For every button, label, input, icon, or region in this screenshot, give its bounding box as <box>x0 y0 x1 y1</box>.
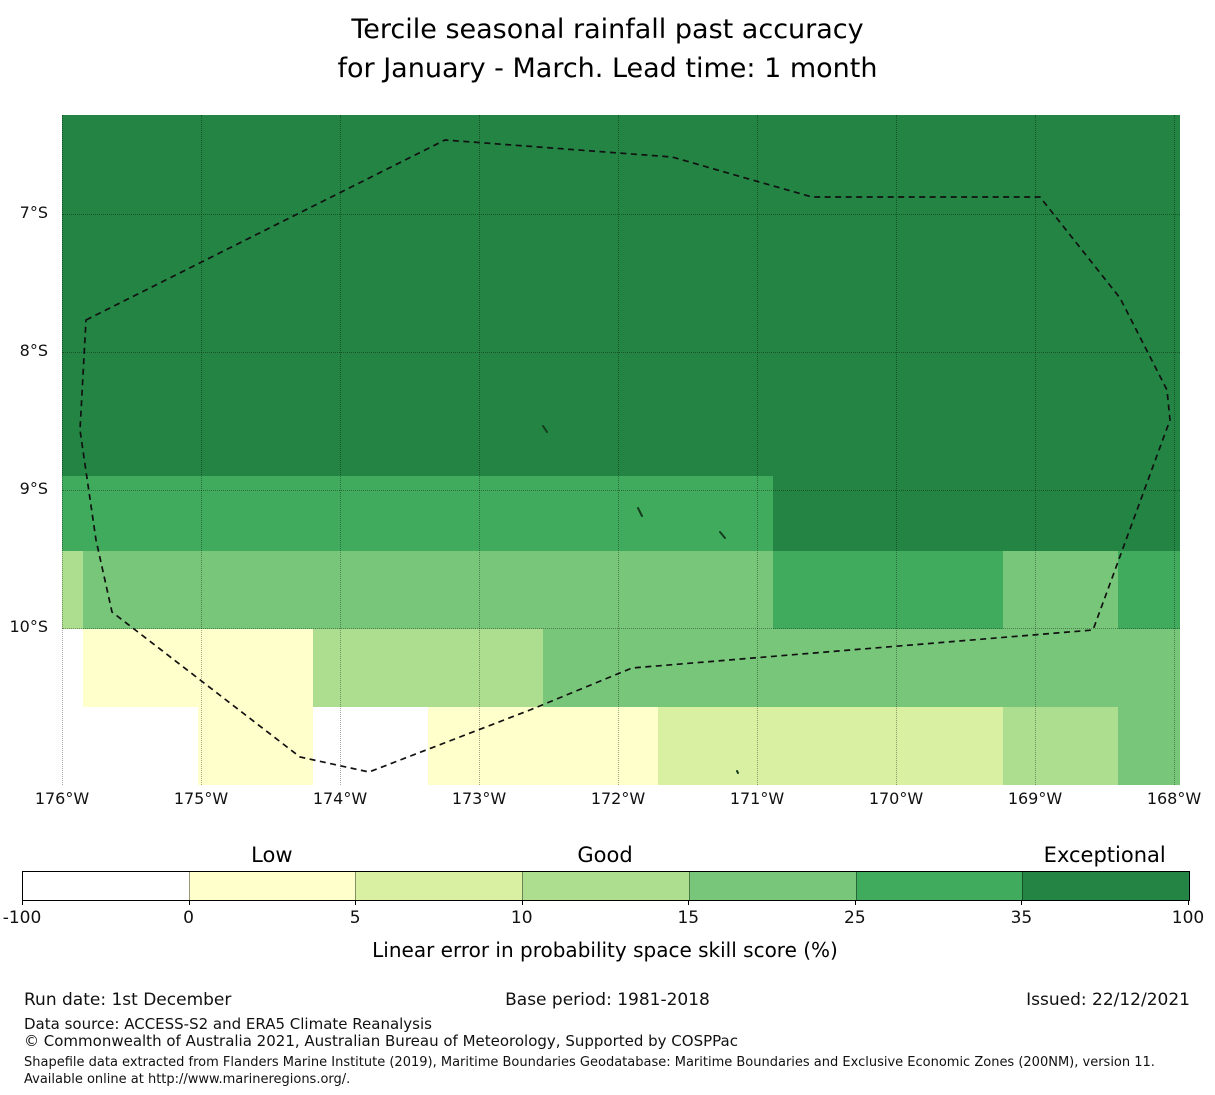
colorbar-tick-label: 0 <box>183 908 194 928</box>
issued-date-text: Issued: 22/12/2021 <box>1026 990 1190 1010</box>
map-cell <box>543 629 1180 707</box>
x-tick-label: 171°W <box>729 789 785 808</box>
map-cell <box>62 476 773 551</box>
colorbar-segment <box>355 872 523 900</box>
colorbar-segment <box>23 872 189 900</box>
eez-dashed-boundary <box>79 139 1171 773</box>
map-cell <box>83 629 313 707</box>
map-cell <box>83 551 773 629</box>
y-axis-tick-labels: 7°S 8°S 9°S 10°S <box>0 115 54 785</box>
longitude-gridline <box>201 115 202 785</box>
colorbar-category-label: Exceptional <box>1043 843 1166 867</box>
longitude-gridline <box>1174 115 1175 785</box>
longitude-gridline <box>340 115 341 785</box>
y-tick-label: 7°S <box>19 203 48 222</box>
colorbar-tick-mark <box>22 900 23 905</box>
map-cell <box>62 551 83 629</box>
longitude-gridline <box>1035 115 1036 785</box>
colorbar-segment <box>855 872 1023 900</box>
colorbar <box>22 871 1190 901</box>
x-tick-label: 174°W <box>312 789 368 808</box>
colorbar-tick-label: 10 <box>510 908 533 928</box>
colorbar-tick-label: -100 <box>2 908 42 928</box>
x-tick-label: 169°W <box>1007 789 1063 808</box>
colorbar-category-label: Good <box>577 843 633 867</box>
latitude-gridline <box>62 214 1180 215</box>
map-cell <box>773 551 1003 629</box>
map-cell <box>313 629 543 707</box>
colorbar-tick-mark <box>1188 900 1189 905</box>
island-mark <box>736 770 739 774</box>
x-tick-label: 176°W <box>34 789 90 808</box>
island-mark <box>719 531 726 539</box>
colorbar-tick-mark <box>1021 900 1023 905</box>
map-plot <box>62 115 1180 785</box>
y-tick-label: 9°S <box>19 479 48 498</box>
footer-primary-line: Run date: 1st December Base period: 1981… <box>0 990 1215 1012</box>
map-cell <box>428 707 658 785</box>
island-mark <box>637 507 643 517</box>
colorbar-tick-label: 100 <box>1171 908 1205 928</box>
latitude-gridline <box>62 352 1180 353</box>
map-cell <box>658 707 1003 785</box>
longitude-gridline <box>618 115 619 785</box>
y-tick-label: 10°S <box>9 617 48 636</box>
colorbar-axis-label: Linear error in probability space skill … <box>372 938 838 962</box>
x-tick-label: 168°W <box>1146 789 1202 808</box>
y-tick-label: 8°S <box>19 341 48 360</box>
x-tick-label: 170°W <box>868 789 924 808</box>
base-period-text: Base period: 1981-2018 <box>505 990 710 1010</box>
longitude-gridline <box>757 115 758 785</box>
colorbar-segment <box>688 872 856 900</box>
data-source-text: Data source: ACCESS-S2 and ERA5 Climate … <box>24 1015 432 1033</box>
x-axis-tick-labels: 176°W 175°W 174°W 173°W 172°W 171°W 170°W 169°W… <box>35 789 1201 811</box>
longitude-gridline <box>479 115 480 785</box>
x-tick-label: 172°W <box>590 789 646 808</box>
colorbar-tick-mark <box>688 900 690 905</box>
map-cell <box>1003 707 1118 785</box>
colorbar-category-label: Low <box>251 843 293 867</box>
colorbar-segment <box>188 872 356 900</box>
colorbar-tick-mark <box>188 900 190 905</box>
x-tick-label: 173°W <box>451 789 507 808</box>
run-date-text: Run date: 1st December <box>24 990 232 1010</box>
map-cell <box>1118 707 1180 785</box>
shapefile-note-text: Shapefile data extracted from Flanders M… <box>24 1055 1155 1087</box>
longitude-gridline <box>62 115 63 785</box>
longitude-gridline <box>896 115 897 785</box>
latitude-gridline <box>62 490 1180 491</box>
colorbar-tick-label: 25 <box>844 908 866 928</box>
chart-title-line2: for January - March. Lead time: 1 month <box>337 53 878 84</box>
colorbar-tick-label: 15 <box>677 908 700 928</box>
colorbar-tick-mark <box>854 900 856 905</box>
eez-boundary-layer <box>79 139 1171 774</box>
colorbar-tick-label: 35 <box>1010 908 1033 928</box>
colorbar-tick-mark <box>355 900 357 905</box>
island-mark <box>542 425 548 433</box>
x-tick-label: 175°W <box>173 789 229 808</box>
latitude-gridline <box>62 628 1180 629</box>
colorbar-segment <box>522 872 689 900</box>
colorbar-tick-mark <box>521 900 523 905</box>
map-cell <box>1118 551 1180 629</box>
map-cell <box>62 115 1180 476</box>
colorbar-tick-label: 5 <box>349 908 361 928</box>
colorbar-category-labels: Low Good Exceptional <box>22 843 1188 869</box>
colorbar-tick-labels: -100 0 5 10 15 25 35 100 <box>3 900 1204 936</box>
colorbar-segment <box>1022 872 1190 900</box>
chart-title: Tercile seasonal rainfall past accuracy … <box>0 10 1215 88</box>
copyright-text: © Commonwealth of Australia 2021, Austra… <box>24 1032 738 1050</box>
chart-title-line1: Tercile seasonal rainfall past accuracy <box>351 14 864 45</box>
map-cell <box>773 476 1180 551</box>
map-cell <box>198 707 313 785</box>
